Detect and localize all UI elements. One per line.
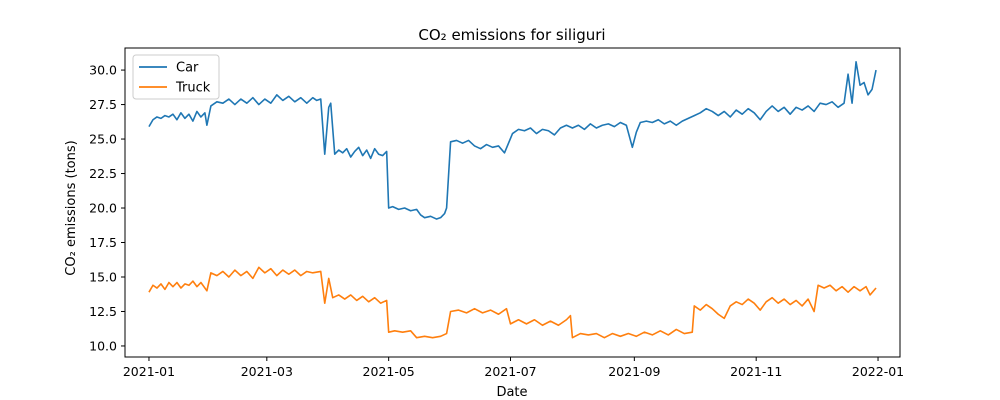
legend: Car Truck	[132, 54, 220, 100]
axes-frame	[124, 47, 901, 358]
legend-label-truck: Truck	[175, 81, 211, 96]
x-tick-label: 2021-03	[241, 364, 293, 379]
x-axis-ticks: 2021-01 2021-03 2021-05 2021-07 2021-09 2021-…	[123, 357, 904, 379]
x-tick-label: 2021-11	[730, 364, 782, 379]
series-line-truck	[148, 266, 877, 339]
y-tick-label: 25.0	[89, 132, 117, 147]
y-tick-label: 22.5	[89, 166, 117, 181]
y-tick-label: 10.0	[89, 338, 117, 353]
x-tick-label: 2021-09	[608, 364, 660, 379]
y-axis-label: CO₂ emissions (tons)	[64, 140, 79, 275]
x-tick-label: 2021-07	[484, 364, 536, 379]
y-axis-ticks: 10.0 12.5 15.0 17.5 20.0 22.5 25.0 27.5 30.0	[89, 63, 125, 353]
x-tick-label: 2021-01	[123, 364, 175, 379]
y-tick-label: 27.5	[89, 97, 117, 112]
y-tick-label: 20.0	[89, 201, 117, 216]
x-tick-label: 2021-05	[363, 364, 415, 379]
y-tick-label: 17.5	[89, 235, 117, 250]
y-tick-label: 30.0	[89, 63, 117, 78]
plot-area	[124, 47, 901, 358]
y-tick-label: 12.5	[89, 304, 117, 319]
y-tick-label: 15.0	[89, 269, 117, 284]
x-axis-label: Date	[496, 385, 527, 400]
chart-title: CO₂ emissions for siliguri	[418, 26, 605, 44]
legend-label-car: Car	[176, 61, 199, 76]
x-tick-label: 2022-01	[852, 364, 904, 379]
legend-box	[132, 54, 220, 100]
series-line-car	[148, 60, 877, 220]
